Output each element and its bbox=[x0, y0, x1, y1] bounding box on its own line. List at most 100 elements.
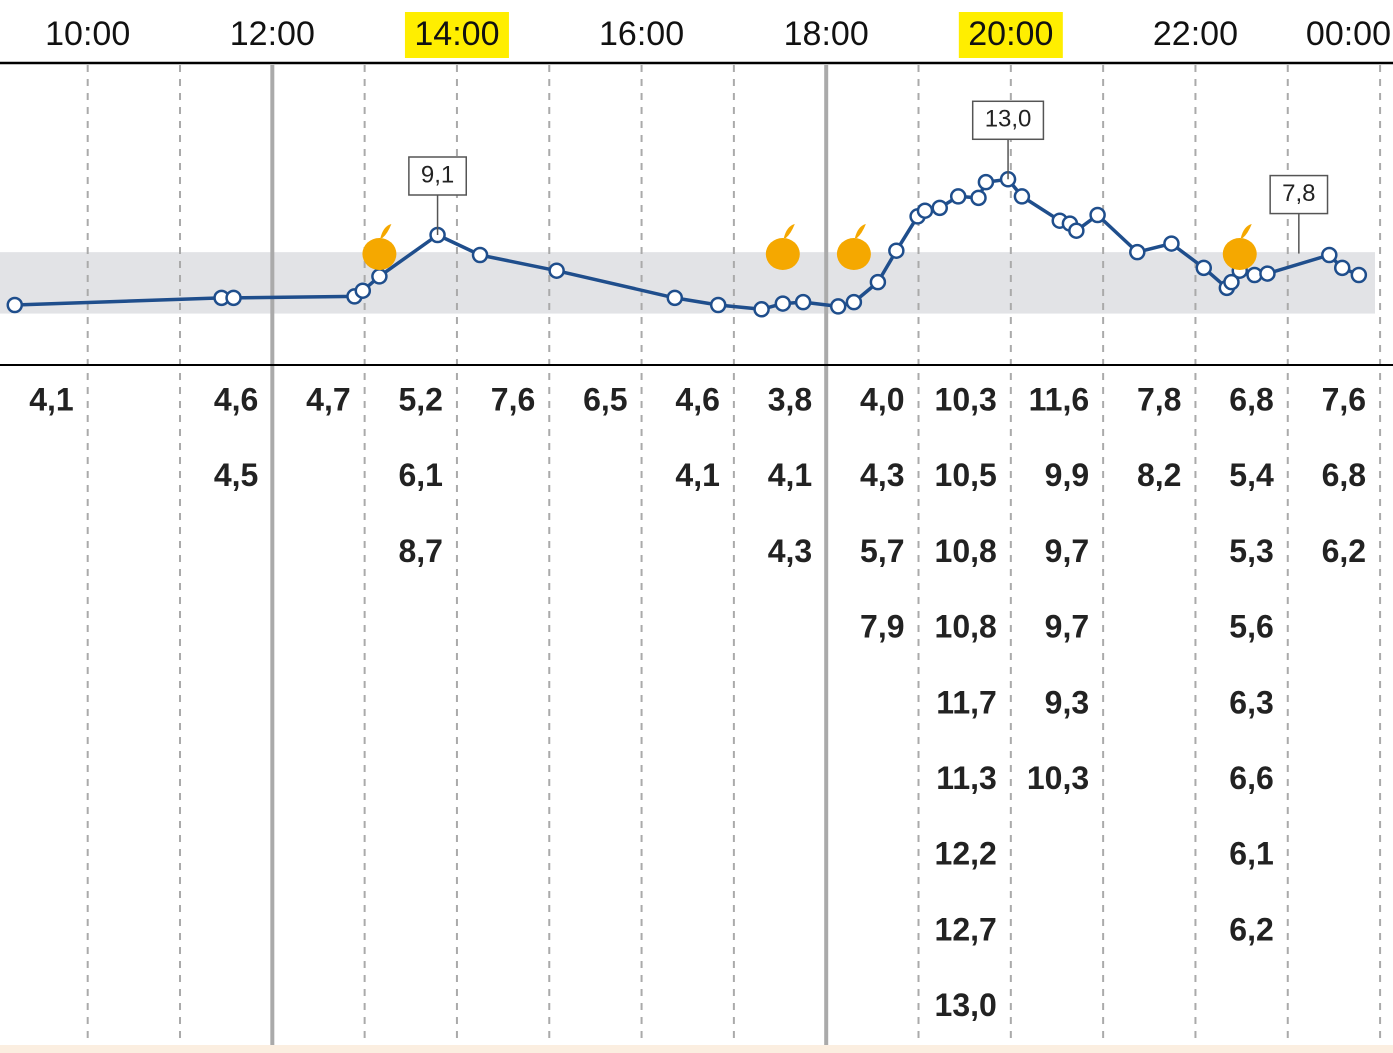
reading-point bbox=[1129, 243, 1146, 261]
reading-value: 10,3 bbox=[935, 381, 997, 417]
reading-point bbox=[869, 273, 887, 291]
reading-point bbox=[1163, 235, 1180, 252]
reading-point bbox=[371, 268, 388, 285]
reading-value: 4,0 bbox=[860, 381, 904, 417]
reading-point bbox=[977, 173, 995, 191]
reading-column: 3,8 4,1 4,3 bbox=[768, 381, 812, 568]
reading-value: 5,4 bbox=[1229, 457, 1274, 493]
x-tick-label: 16:00 bbox=[599, 15, 684, 53]
reading-value: 7,8 bbox=[1137, 381, 1181, 417]
reading-value: 6,1 bbox=[1229, 836, 1273, 872]
apple-leaf bbox=[380, 224, 392, 238]
reading-value: 5,2 bbox=[398, 381, 442, 417]
apple-leaf bbox=[854, 224, 866, 238]
reading-value: 7,9 bbox=[860, 609, 904, 645]
x-tick-label: 00:00 bbox=[1306, 15, 1391, 53]
reading-point bbox=[970, 189, 987, 207]
reading-value: 6,1 bbox=[398, 457, 442, 493]
reading-point bbox=[774, 295, 792, 312]
reading-point bbox=[753, 301, 770, 318]
reading-value: 4,1 bbox=[29, 381, 73, 417]
callout-label: 9,1 bbox=[421, 161, 454, 188]
apple-body bbox=[1222, 238, 1257, 270]
x-tick-label: 12:00 bbox=[230, 15, 315, 53]
reading-value: 5,7 bbox=[860, 533, 904, 569]
meal-marker bbox=[765, 224, 800, 270]
reading-point bbox=[949, 188, 967, 205]
reading-value: 4,7 bbox=[306, 381, 350, 417]
meal-marker bbox=[362, 224, 397, 270]
reading-value: 6,8 bbox=[1322, 457, 1366, 493]
reading-column: 4,0 4,3 5,7 7,9 bbox=[860, 381, 904, 644]
reading-point bbox=[1350, 266, 1368, 284]
reading-column: 5,2 6,1 8,7 bbox=[398, 381, 442, 568]
reading-column: 4,7 bbox=[306, 381, 350, 417]
callout-box bbox=[971, 100, 1045, 141]
callout-label: 7,8 bbox=[1282, 180, 1315, 207]
reading-value: 10,8 bbox=[935, 533, 997, 569]
reading-point bbox=[1321, 246, 1338, 264]
reading-value: 3,8 bbox=[768, 381, 812, 417]
callout-label: 13,0 bbox=[985, 106, 1032, 133]
reading-value: 6,2 bbox=[1322, 533, 1366, 569]
reading-column: 7,6 6,8 6,2 bbox=[1322, 381, 1366, 568]
reading-value: 4,1 bbox=[768, 457, 812, 493]
reading-value: 8,2 bbox=[1137, 457, 1181, 493]
reading-value: 12,2 bbox=[935, 836, 997, 872]
reading-value: 8,7 bbox=[398, 533, 442, 569]
reading-value: 4,3 bbox=[768, 533, 812, 569]
reading-value: 4,3 bbox=[860, 457, 904, 493]
reading-column: 10,3 10,5 10,8 10,8 11,7 11,3 12,2 12,7 13,0 bbox=[935, 381, 997, 1023]
reading-value: 10,8 bbox=[935, 609, 997, 645]
reading-point bbox=[548, 262, 565, 279]
apple-leaf bbox=[783, 224, 795, 238]
reading-point bbox=[471, 246, 489, 264]
reading-value: 11,6 bbox=[1029, 381, 1090, 417]
reading-value: 5,3 bbox=[1229, 533, 1273, 569]
reading-point bbox=[1333, 259, 1351, 277]
reading-value: 13,0 bbox=[935, 987, 997, 1023]
reading-point bbox=[845, 293, 863, 311]
target-band bbox=[0, 252, 1375, 314]
reading-value: 4,6 bbox=[214, 381, 258, 417]
reading-column: 7,6 bbox=[491, 381, 535, 417]
reading-point bbox=[1195, 259, 1213, 277]
reading-column: 4,6 4,1 bbox=[675, 381, 719, 493]
reading-point bbox=[1068, 222, 1085, 239]
reading-column: 6,5 bbox=[583, 381, 627, 417]
x-tick-label: 10:00 bbox=[45, 15, 130, 53]
reading-value: 9,7 bbox=[1045, 533, 1089, 569]
reading-value: 6,2 bbox=[1229, 911, 1273, 947]
reading-point bbox=[6, 296, 24, 314]
tick-highlight bbox=[958, 12, 1063, 58]
reading-value: 6,6 bbox=[1229, 760, 1273, 796]
callout-box bbox=[1269, 174, 1329, 215]
reading-point bbox=[888, 242, 905, 259]
reading-column: 6,8 5,4 5,3 5,6 6,3 6,6 6,1 6,2 bbox=[1229, 381, 1274, 947]
apple-body bbox=[836, 238, 871, 270]
reading-column: 4,1 bbox=[29, 381, 73, 417]
x-tick-label: 22:00 bbox=[1153, 15, 1238, 53]
reading-value: 12,7 bbox=[935, 911, 997, 947]
reading-point bbox=[666, 289, 684, 307]
reading-value: 10,3 bbox=[1027, 760, 1089, 796]
callout-box bbox=[408, 156, 468, 196]
reading-point bbox=[794, 293, 812, 311]
tick-highlight bbox=[404, 12, 509, 58]
reading-point bbox=[1223, 273, 1240, 291]
reading-value: 5,6 bbox=[1229, 609, 1273, 645]
reading-value: 11,3 bbox=[936, 760, 997, 796]
reading-value: 6,8 bbox=[1229, 381, 1273, 417]
x-tick-label: 14:00 bbox=[414, 15, 499, 53]
reading-point bbox=[1089, 206, 1106, 224]
reading-value: 10,5 bbox=[935, 457, 997, 493]
reading-value: 9,3 bbox=[1045, 684, 1089, 720]
reading-point bbox=[1013, 188, 1031, 205]
reading-point bbox=[916, 202, 934, 219]
x-tick-label: 20:00 bbox=[968, 15, 1053, 53]
reading-value: 9,9 bbox=[1045, 457, 1089, 493]
reading-value: 7,6 bbox=[491, 381, 535, 417]
reading-value: 9,7 bbox=[1045, 609, 1089, 645]
reading-point bbox=[709, 296, 727, 314]
